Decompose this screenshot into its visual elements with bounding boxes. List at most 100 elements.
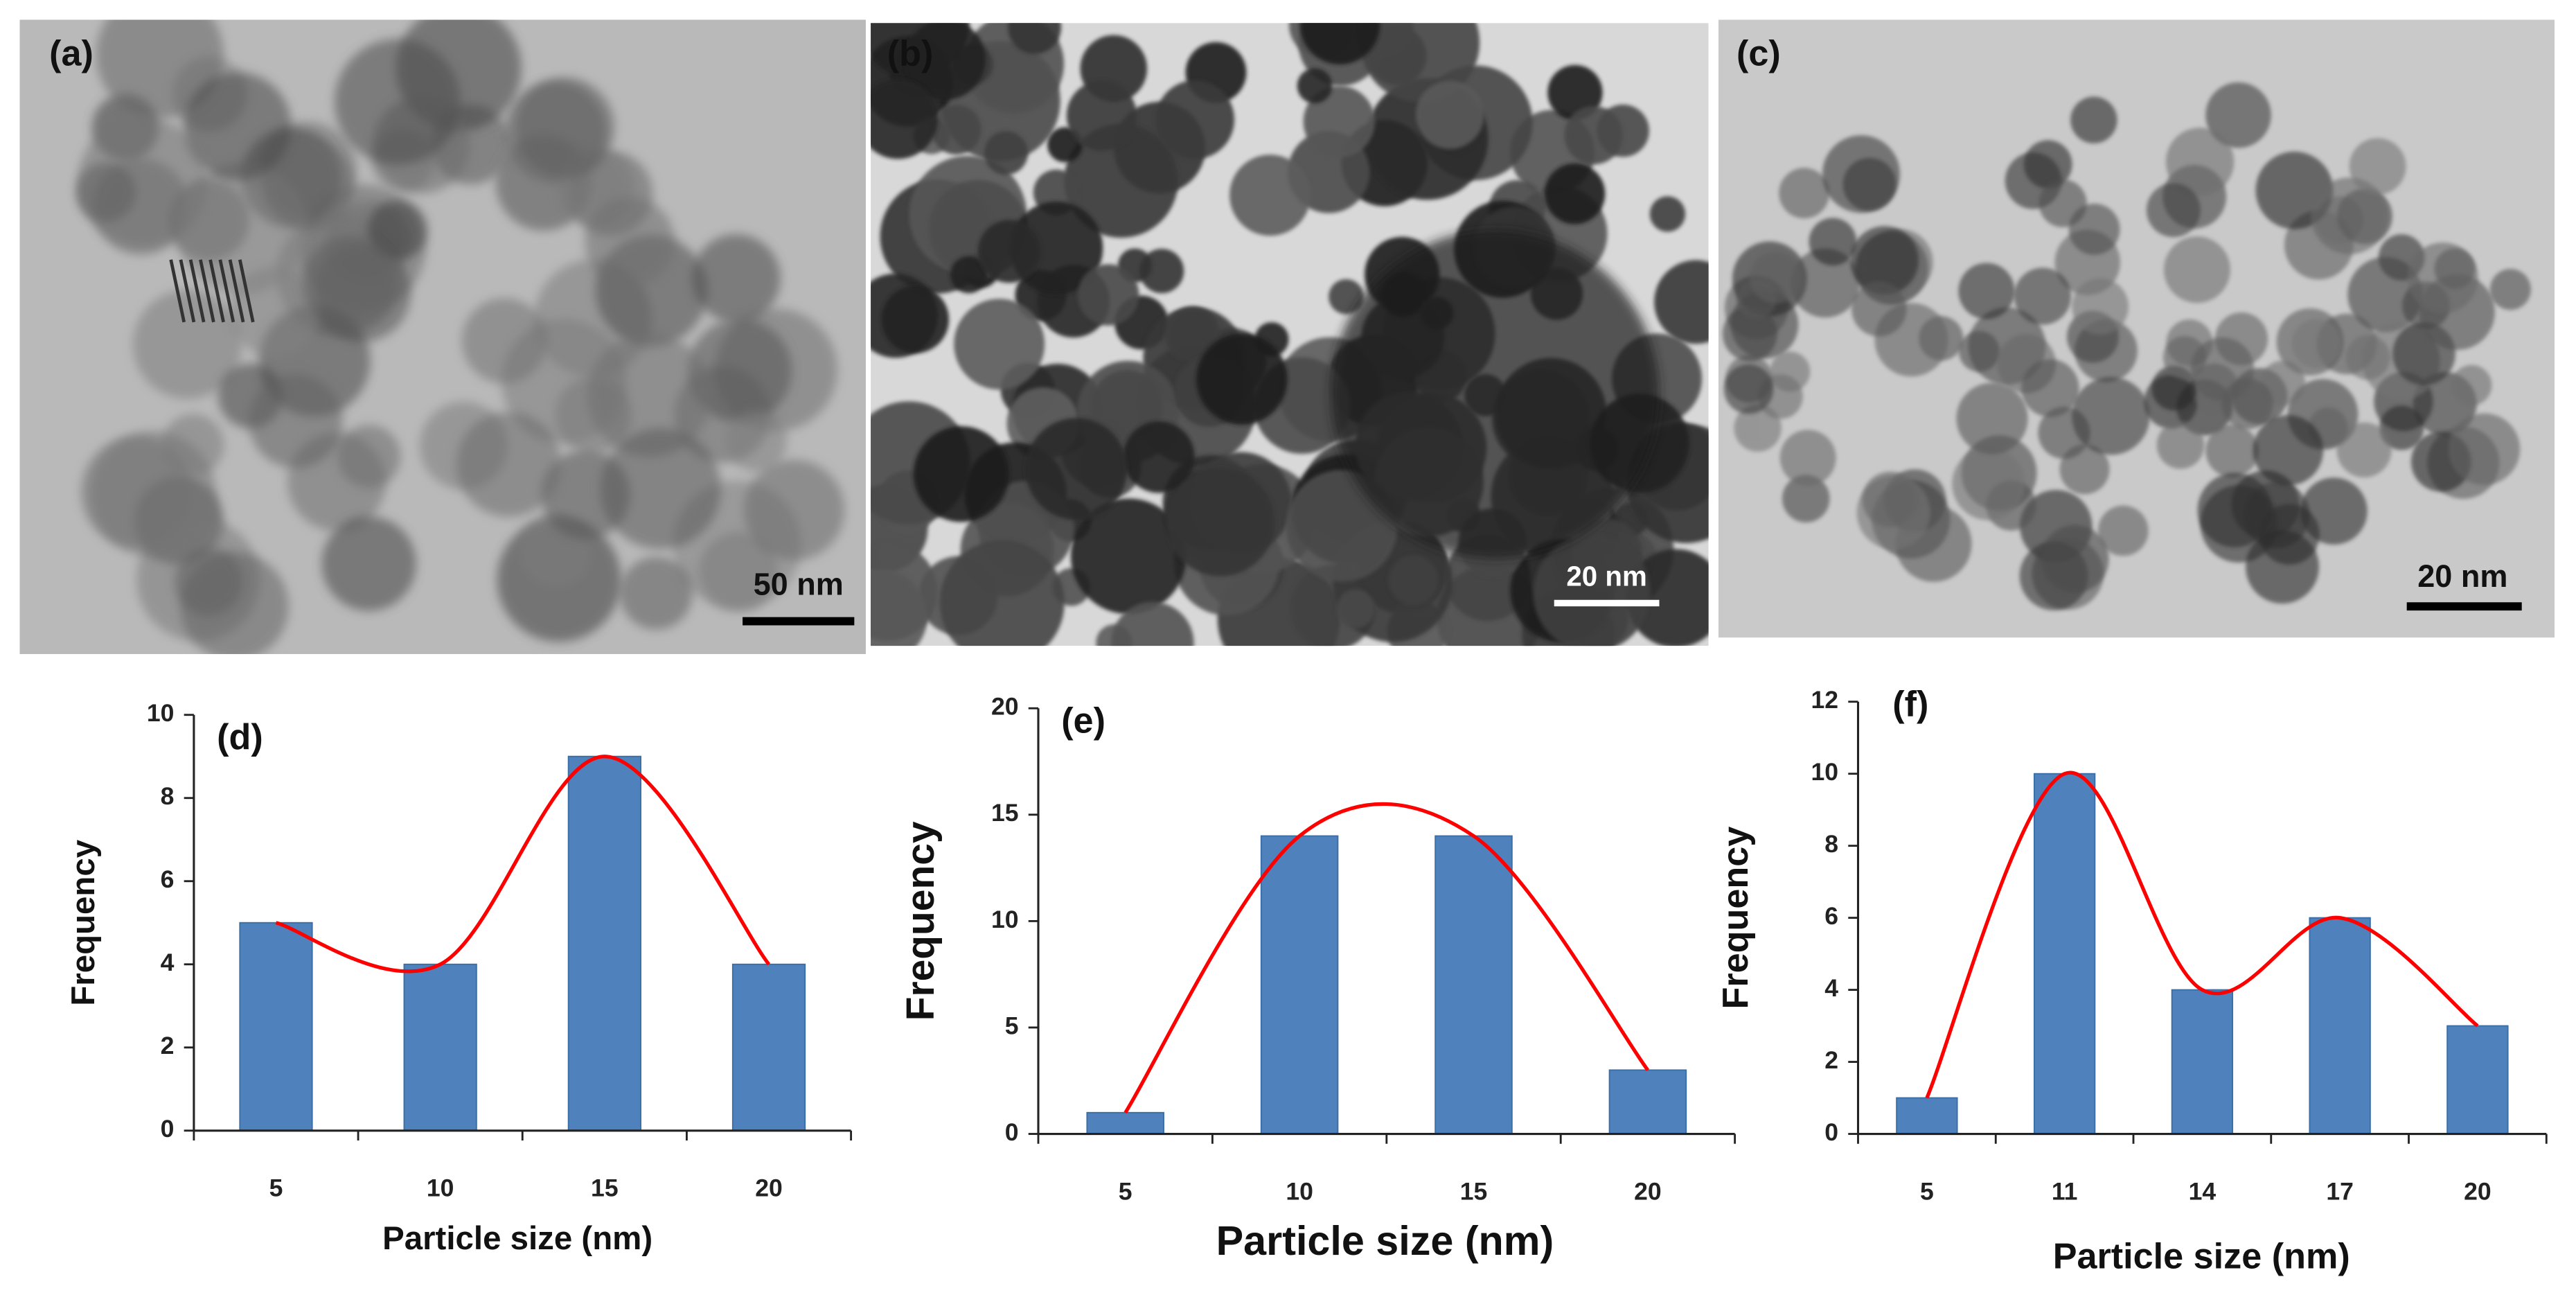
y-tick-label: 12 xyxy=(1811,686,1838,714)
bar xyxy=(403,963,477,1131)
bar xyxy=(1260,835,1339,1135)
y-axis-label: Frequency xyxy=(1716,827,1756,1010)
particle xyxy=(1782,475,1830,522)
particle xyxy=(90,431,216,557)
particle xyxy=(1070,498,1187,615)
particle xyxy=(984,131,1028,175)
fit-curve xyxy=(275,755,771,973)
particle xyxy=(1025,418,1128,520)
particle xyxy=(2448,413,2521,485)
particle xyxy=(2072,278,2129,335)
particle xyxy=(1303,85,1375,158)
fit-curve xyxy=(1925,770,2479,1099)
x-tick-label: 17 xyxy=(2326,1177,2354,1205)
particle xyxy=(2070,96,2117,143)
x-tick-label: 10 xyxy=(1286,1177,1313,1205)
particle xyxy=(692,234,781,323)
particle xyxy=(2246,530,2319,604)
lattice xyxy=(188,259,206,323)
particle xyxy=(950,256,988,294)
particle xyxy=(2021,359,2079,417)
bar xyxy=(1608,1069,1687,1135)
tem-image xyxy=(871,23,1709,646)
chart: 0 2 4 6 8 10 5 10 15 20 (d) Particle size (nm) Frequ… xyxy=(65,699,853,1257)
particle xyxy=(1533,534,1651,646)
particle xyxy=(1958,263,2015,319)
particle xyxy=(175,547,243,616)
particle xyxy=(132,290,242,399)
particle xyxy=(1851,281,1907,337)
tem-image xyxy=(1718,19,2555,638)
particle xyxy=(2146,183,2201,238)
particle xyxy=(726,410,788,472)
particle xyxy=(1649,196,1686,232)
particle xyxy=(2407,242,2478,313)
particle xyxy=(1959,331,2000,372)
scale-bar-label: 20 nm xyxy=(2417,558,2507,594)
tem-image xyxy=(19,19,866,654)
particle xyxy=(2291,319,2341,369)
particle xyxy=(1779,168,1830,219)
y-tick-label: 10 xyxy=(991,906,1019,933)
particle xyxy=(1155,80,1235,159)
y-tick-label: 20 xyxy=(991,693,1019,721)
particle xyxy=(1779,430,1836,486)
x-tick-label: 15 xyxy=(1460,1177,1488,1205)
x-tick-label: 15 xyxy=(591,1174,619,1202)
particle xyxy=(2253,415,2324,486)
x-tick-label: 11 xyxy=(2052,1177,2078,1205)
particle xyxy=(2205,424,2259,477)
particle xyxy=(303,236,398,331)
particle xyxy=(1008,23,1061,54)
particle xyxy=(1111,601,1194,646)
particle xyxy=(461,298,547,384)
particle xyxy=(1297,68,1333,104)
particle xyxy=(977,220,1041,283)
x-axis-label: Particle size (nm) xyxy=(1216,1217,1554,1264)
particle xyxy=(1166,468,1275,576)
x-axis-label: Particle size (nm) xyxy=(2053,1237,2350,1277)
particle xyxy=(515,77,615,177)
bar xyxy=(2446,1025,2509,1135)
particle xyxy=(1544,163,1606,224)
particle xyxy=(2349,138,2406,195)
particle xyxy=(1331,230,1660,559)
particle xyxy=(2097,505,2149,556)
particle xyxy=(1822,135,1900,213)
scale-bar-label: 50 nm xyxy=(754,567,844,602)
particle xyxy=(2068,203,2120,255)
particle xyxy=(1956,382,2028,455)
particle xyxy=(1750,252,1802,303)
y-tick-label: 8 xyxy=(161,782,175,810)
panel-label: (a) xyxy=(49,33,94,73)
particle xyxy=(1791,248,1860,318)
lattice xyxy=(208,259,225,323)
x-tick-label: 5 xyxy=(1920,1177,1934,1205)
bar xyxy=(1434,835,1513,1135)
x-tick-label: 5 xyxy=(269,1174,283,1202)
panel-label: (b) xyxy=(887,33,934,73)
panel-label: (c) xyxy=(1736,33,1781,73)
particle xyxy=(334,39,461,165)
y-tick-label: 2 xyxy=(1824,1046,1838,1074)
x-tick-label: 20 xyxy=(1634,1177,1662,1205)
y-tick-label: 5 xyxy=(1005,1012,1019,1039)
particle xyxy=(871,569,927,646)
particle xyxy=(2190,337,2255,401)
lattice xyxy=(169,259,186,323)
image-overlays: (a) 50 nm (b) 20 nm (c) 20 nm xyxy=(49,33,2522,626)
bar xyxy=(2171,989,2234,1135)
particle xyxy=(1862,471,1918,528)
particle xyxy=(954,299,1045,390)
y-tick-label: 0 xyxy=(161,1115,175,1143)
particle xyxy=(337,425,401,488)
particle xyxy=(585,197,675,288)
particle xyxy=(931,105,981,155)
particle xyxy=(1809,218,1857,266)
particle xyxy=(1329,279,1364,315)
y-tick-label: 10 xyxy=(1811,758,1838,786)
particle xyxy=(1336,589,1376,628)
particle xyxy=(2300,477,2368,545)
particle xyxy=(600,428,721,549)
